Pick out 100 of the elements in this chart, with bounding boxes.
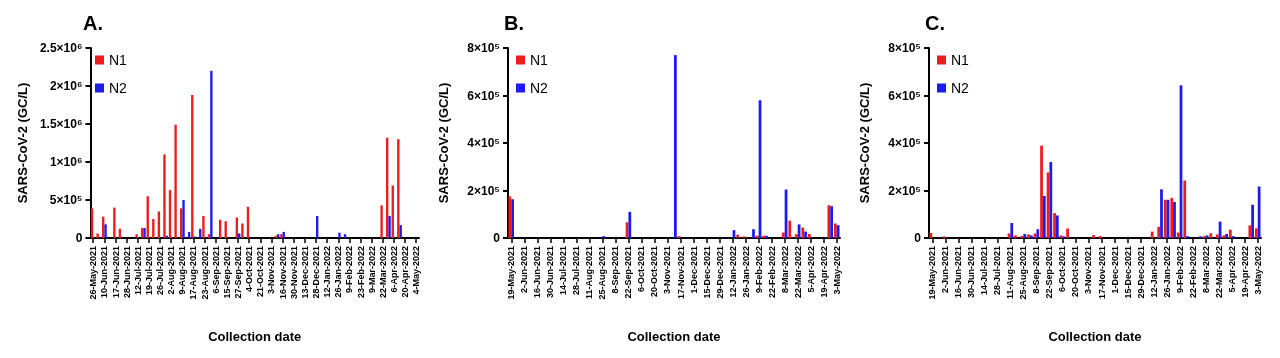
y-tick-label: 2.5×10⁶ [39, 41, 83, 55]
y-tick-label: 1.5×10⁶ [39, 117, 83, 131]
y-tick-label: 0 [493, 231, 501, 245]
x-tick-label: 15-Dec-2021 [701, 246, 712, 299]
x-tick-label: 9-Feb-2022 [344, 246, 355, 294]
x-tick-label: 19-Jul-2021 [143, 246, 154, 296]
bar [794, 234, 798, 238]
bar [1160, 189, 1163, 238]
bar [338, 232, 341, 238]
x-tick-label: 6-Oct-2021 [1057, 246, 1068, 293]
x-tick-label: 12-Jan-2022 [322, 246, 333, 298]
x-tick-label: 20-Oct-2021 [649, 246, 660, 298]
bar [202, 215, 205, 238]
x-tick-label: 16-Jun-2021 [532, 246, 543, 299]
bar [210, 70, 213, 238]
bar [1248, 225, 1252, 238]
x-tick-label: 3-May-2022 [831, 246, 842, 295]
bar [674, 55, 677, 238]
x-tick-label: 2-Jun-2021 [940, 246, 951, 294]
x-tick-label: 2-Jun-2021 [519, 246, 530, 294]
bar [628, 211, 632, 238]
x-tick-label: 23-Feb-2022 [355, 246, 366, 299]
x-tick-label: 27-Sep-2021 [233, 246, 244, 299]
x-tick-label: 28-Jul-2021 [571, 246, 582, 296]
x-tick-label: 26-Jan-2022 [333, 246, 344, 298]
x-tick-label: 8-Sep-2021 [610, 246, 621, 294]
x-tick-label: 16-Nov-2021 [277, 246, 288, 300]
x-tick-label: 5-Apr-2022 [805, 246, 816, 293]
x-tick-label: 30-Jun-2021 [545, 246, 556, 299]
x-tick-label: 9-Mar-2022 [366, 246, 377, 294]
bar [1257, 186, 1261, 238]
x-tick-label: 3-May-2022 [1252, 246, 1263, 295]
x-tick-label: 22-Mar-2022 [377, 246, 388, 299]
bar [1010, 223, 1014, 238]
legend-label: N1 [109, 52, 128, 68]
bar [1228, 229, 1232, 238]
x-tick-label: 8-Sep-2021 [1031, 246, 1042, 294]
y-tick-label: 0 [75, 231, 83, 245]
x-tick-label: 4-Oct-2021 [244, 246, 255, 293]
x-tick-label: 19-Apr-2022 [818, 246, 829, 298]
y-tick-label: 2×10⁵ [467, 183, 500, 198]
chart-title: C. [925, 12, 945, 34]
bar [1183, 180, 1187, 238]
bar [182, 200, 185, 238]
x-tick-label: 26-Jul-2021 [155, 246, 166, 296]
x-tick-label: 1-Dec-2021 [688, 246, 699, 294]
bar [380, 205, 383, 238]
bar [1176, 232, 1180, 238]
x-tick-label: 29-Dec-2021 [714, 246, 725, 299]
y-tick-label: 8×10⁵ [467, 41, 500, 55]
bar [1092, 235, 1095, 238]
bar [1251, 204, 1254, 238]
legend-label: N2 [109, 80, 128, 96]
x-tick-label: 17-Aug-2021 [188, 246, 199, 300]
x-tick-label: 28-Jul-2021 [992, 246, 1003, 296]
y-tick-label: 4×10⁵ [888, 136, 921, 150]
x-tick-label: 22-Feb-2022 [1187, 246, 1198, 299]
bar [241, 223, 244, 238]
y-tick-label: 2×10⁵ [888, 183, 921, 198]
legend-label: N2 [530, 80, 549, 96]
bar [1049, 162, 1053, 238]
legend-label: N1 [530, 52, 549, 68]
x-tick-label: 17-Jun-2021 [110, 246, 121, 299]
y-tick-label: 6×10⁵ [888, 88, 921, 103]
x-tick-label: 23-Aug-2021 [199, 246, 210, 300]
bar [1157, 226, 1161, 238]
x-tick-label: 11-Aug-2021 [1005, 246, 1016, 300]
y-axis-title: SARS-CoV-2 (GC/L) [857, 82, 872, 204]
bar [1170, 197, 1174, 238]
x-tick-label: 10-Jun-2021 [99, 246, 110, 299]
x-axis-title: Collection date [208, 329, 302, 344]
x-tick-label: 6-Sep-2021 [210, 246, 221, 294]
bar [801, 227, 805, 238]
legend-label: N2 [951, 80, 970, 96]
bar [1042, 195, 1046, 238]
bar [238, 233, 241, 238]
bar [752, 229, 755, 238]
bar [1150, 231, 1154, 238]
x-tick-label: 8-Mar-2022 [1200, 246, 1211, 294]
x-tick-label: 11-Aug-2021 [584, 246, 595, 300]
x-axis-title: Collection date [627, 329, 721, 344]
chart-title: B. [504, 12, 524, 34]
y-tick-label: 4×10⁵ [467, 136, 500, 150]
x-tick-label: 26-Jan-2022 [740, 246, 751, 298]
x-tick-label: 21-Oct-2021 [255, 246, 266, 298]
x-tick-label: 13-Dec-2021 [299, 246, 310, 299]
bar [1066, 228, 1069, 238]
x-tick-label: 28-Jun-2021 [121, 246, 132, 299]
bar [929, 233, 933, 238]
x-tick-label: 22-Sep-2021 [623, 246, 634, 299]
bar [1014, 235, 1017, 238]
bar [1036, 229, 1040, 238]
x-tick-label: 5-Apr-2022 [1226, 246, 1237, 293]
x-tick-label: 25-Aug-2021 [597, 246, 608, 300]
bar [781, 232, 785, 238]
bar [96, 233, 99, 238]
x-tick-label: 20-Apr-2022 [400, 246, 411, 298]
x-tick-label: 22-Mar-2022 [792, 246, 803, 299]
x-tick-label: 15-Sep-2021 [221, 246, 232, 299]
x-tick-label: 8-Mar-2022 [779, 246, 790, 294]
